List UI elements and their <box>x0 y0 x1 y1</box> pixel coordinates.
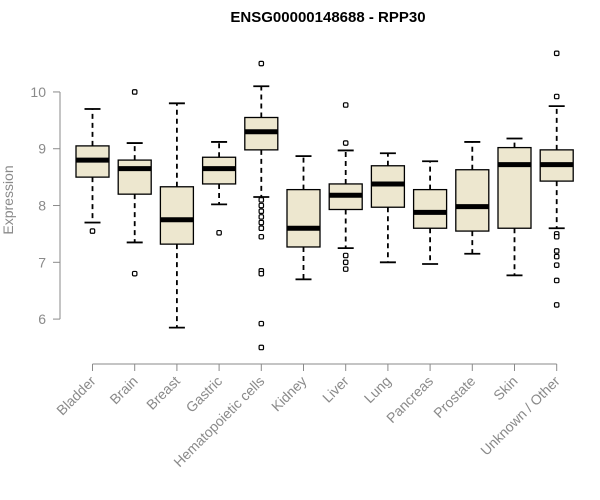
outlier-point <box>258 344 265 351</box>
outlier-point <box>131 89 138 95</box>
outlier-point <box>553 302 560 308</box>
box-group <box>328 102 363 272</box>
x-tick-label: Breast <box>143 373 183 413</box>
outlier-point <box>258 233 265 240</box>
outlier-point <box>258 320 265 327</box>
chart-title: ENSG00000148688 - RPP30 <box>230 9 425 26</box>
box-iqr <box>455 169 490 232</box>
box-group <box>539 50 574 308</box>
outlier-point <box>553 277 560 284</box>
outlier-point <box>342 259 349 266</box>
outlier-point <box>553 50 560 57</box>
x-tick-label: Brain <box>106 373 140 407</box>
x-tick-label: Skin <box>490 373 521 404</box>
outlier-point <box>553 93 560 100</box>
box-group <box>370 152 406 264</box>
outlier-point <box>216 229 222 236</box>
y-tick-label: 10 <box>30 84 46 100</box>
box-group <box>117 89 152 277</box>
outlier-point <box>553 262 560 268</box>
outlier-point <box>553 248 560 254</box>
y-tick-label: 8 <box>38 198 46 214</box>
box-iqr <box>117 159 152 195</box>
outlier-point <box>342 252 349 259</box>
outlier-point <box>258 214 265 220</box>
x-tick-label: Lung <box>361 373 394 406</box>
boxes-layer <box>75 50 574 351</box>
box-group <box>412 160 448 265</box>
box-group <box>286 155 321 281</box>
outlier-point <box>342 140 349 146</box>
x-tick-label: Kidney <box>268 373 310 415</box>
outlier-point <box>342 102 349 108</box>
outlier-point <box>258 270 265 277</box>
y-axis-label: Expression <box>0 165 16 234</box>
box-group <box>455 141 490 255</box>
outlier-point <box>553 233 560 240</box>
outlier-point <box>342 266 349 272</box>
box-group <box>201 141 237 236</box>
box-group <box>75 108 110 234</box>
x-tick-label: Unknown / Other <box>477 373 563 459</box>
x-tick-label: Pancreas <box>383 373 436 426</box>
box-iqr <box>497 146 532 229</box>
outlier-point <box>258 202 265 209</box>
y-axis: 6 7 8 9 10 <box>30 84 61 327</box>
box-group <box>497 137 532 277</box>
outlier-point <box>258 208 265 214</box>
box-iqr <box>159 186 195 245</box>
y-tick-label: 7 <box>38 254 46 270</box>
y-tick-label: 6 <box>38 311 46 327</box>
outlier-point <box>258 197 265 203</box>
x-tick-label: Prostate <box>430 373 478 421</box>
outlier-point <box>553 253 560 260</box>
outlier-point <box>89 228 96 234</box>
x-tick-label: Liver <box>319 373 352 406</box>
outlier-point <box>258 60 265 67</box>
box-iqr <box>286 188 321 248</box>
outlier-point <box>131 270 138 277</box>
outlier-point <box>258 219 265 226</box>
box-group <box>159 102 195 329</box>
y-tick-label: 9 <box>38 141 46 157</box>
box-iqr <box>370 165 406 208</box>
box-iqr <box>412 188 448 229</box>
outlier-point <box>258 225 265 232</box>
x-tick-label: Bladder <box>53 373 99 419</box>
box-group <box>244 60 279 351</box>
